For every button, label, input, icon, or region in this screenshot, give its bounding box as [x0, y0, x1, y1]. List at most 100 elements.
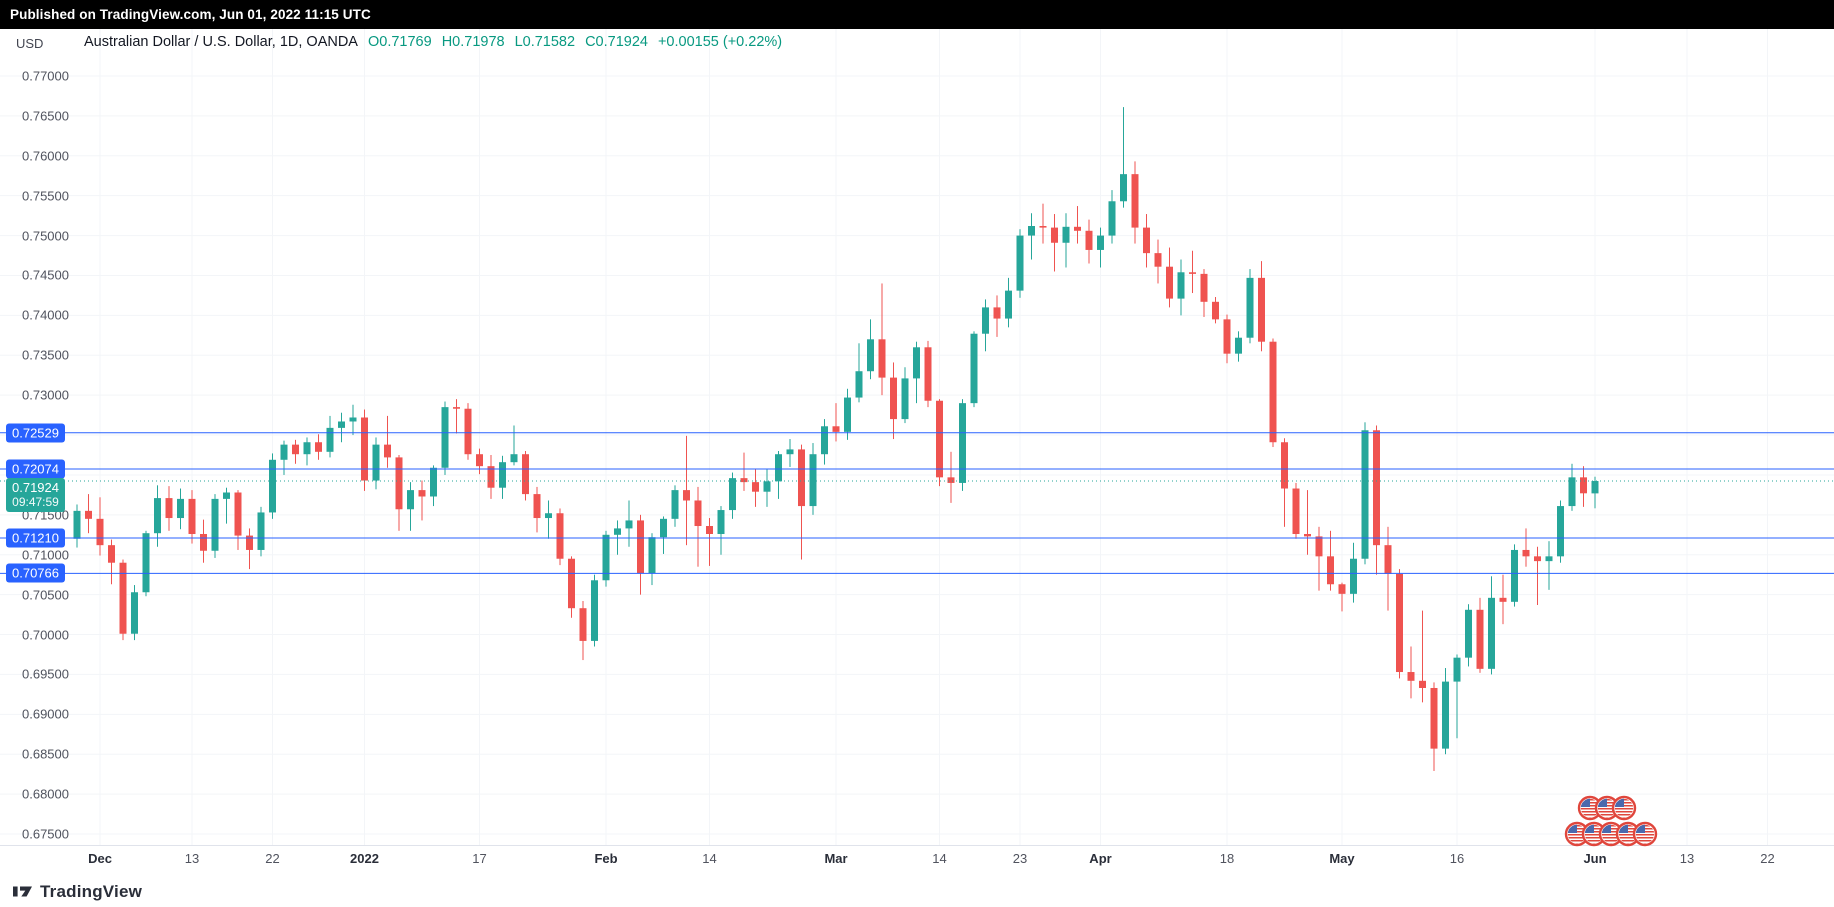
time-tick-label: 16 — [1449, 851, 1465, 866]
candle — [660, 516, 667, 554]
time-tick-label: 18 — [1219, 851, 1235, 866]
candle — [1189, 250, 1196, 294]
time-tick-label: 23 — [1012, 851, 1028, 866]
time-axis[interactable]: Dec 13 22 2022 17 Feb 14 Mar 14 23 Apr 18 May 16 Jun 13… — [0, 849, 1834, 873]
candle — [959, 399, 966, 491]
candle — [510, 425, 518, 466]
candle — [522, 451, 529, 501]
candle — [878, 283, 886, 396]
time-tick-label: 14 — [932, 851, 947, 866]
time-tick-label: 2022 — [350, 851, 379, 866]
candle — [1384, 526, 1392, 611]
candle — [625, 500, 633, 547]
candle — [200, 519, 207, 563]
candle — [108, 539, 115, 585]
ohlc-high-value: H0.71978 — [441, 34, 505, 50]
candle — [637, 514, 644, 595]
candle — [223, 487, 230, 524]
tradingview-logo-icon — [13, 886, 32, 897]
candle — [706, 518, 713, 566]
us-flag-event-marker[interactable] — [1577, 795, 1603, 821]
candle — [809, 443, 817, 515]
candle — [326, 415, 334, 458]
us-flag-event-marker[interactable] — [1564, 821, 1590, 847]
candle — [821, 419, 828, 465]
candle — [1350, 542, 1357, 603]
candle — [395, 455, 403, 531]
candle — [1028, 213, 1035, 260]
candle — [165, 486, 173, 531]
time-tick-label: 14 — [702, 851, 717, 866]
candle — [177, 488, 184, 530]
candle — [1580, 466, 1587, 507]
candle — [73, 504, 81, 548]
candle — [752, 468, 759, 507]
candle — [740, 452, 748, 491]
price-line-badge[interactable]: 0.72529 — [6, 423, 65, 443]
price-scale-currency-label: USD — [16, 36, 44, 51]
price-tick-label: 0.69500 — [22, 666, 69, 682]
candle — [234, 490, 242, 550]
candle — [775, 451, 782, 499]
candle — [1269, 338, 1277, 448]
candle — [188, 490, 196, 544]
candle — [1534, 546, 1541, 606]
candle — [1143, 214, 1150, 268]
candle — [602, 530, 610, 587]
current-price-badge[interactable]: 0.71924 09:47:59 — [6, 478, 65, 512]
candle — [1557, 500, 1564, 563]
price-tick-label: 0.77000 — [22, 68, 69, 84]
candle — [407, 482, 414, 531]
candle — [1223, 314, 1231, 364]
candle — [683, 435, 690, 546]
candle — [292, 439, 299, 464]
candle — [246, 528, 253, 570]
price-tick-label: 0.70500 — [22, 587, 69, 603]
candle — [867, 319, 874, 380]
candle — [372, 437, 380, 490]
price-tick-label: 0.67500 — [22, 826, 69, 842]
candle — [269, 453, 276, 519]
candle — [1488, 576, 1495, 675]
us-flag-event-marker[interactable] — [1581, 821, 1607, 847]
candle — [1166, 247, 1173, 308]
candle — [545, 500, 552, 539]
candle — [786, 439, 794, 467]
candle — [1522, 528, 1530, 567]
candle — [1315, 526, 1323, 591]
candle — [1258, 261, 1265, 352]
bar-close-countdown: 09:47:59 — [12, 495, 59, 509]
price-line-badge[interactable]: 0.72074 — [6, 459, 65, 479]
symbol-title[interactable]: Australian Dollar / U.S. Dollar, 1D, OAN… — [84, 34, 358, 50]
footer-bar: TradingView — [0, 876, 1834, 907]
candle — [96, 497, 104, 556]
candle — [430, 465, 437, 507]
price-line-badge[interactable]: 0.70766 — [6, 563, 65, 583]
time-tick-label: 22 — [1760, 851, 1775, 866]
candle — [970, 331, 978, 408]
candle — [1511, 544, 1518, 607]
us-flag-event-marker[interactable] — [1594, 795, 1620, 821]
candle — [1200, 269, 1208, 317]
price-line-badge[interactable]: 0.71210 — [6, 528, 65, 548]
candle — [1419, 610, 1426, 703]
candle — [154, 485, 161, 547]
candle — [1338, 582, 1346, 612]
published-bar: Published on TradingView.com, Jun 01, 20… — [0, 0, 1834, 29]
candle — [1396, 569, 1403, 679]
event-markers-cluster[interactable] — [1556, 786, 1686, 858]
time-tick-label: Jun — [1583, 851, 1607, 866]
price-tick-label: 0.74000 — [22, 307, 69, 323]
candle — [1545, 541, 1553, 590]
us-flag-event-marker[interactable] — [1611, 795, 1637, 821]
candle — [1465, 604, 1472, 667]
candle — [1120, 107, 1127, 208]
candle — [1292, 482, 1300, 539]
tradingview-brand[interactable]: TradingView — [40, 881, 143, 901]
candle — [453, 399, 460, 434]
price-axis[interactable]: 0.77000 0.76500 0.76000 0.75500 0.75000 0.745… — [0, 0, 80, 845]
candle — [1373, 425, 1380, 575]
us-flag-event-marker[interactable] — [1632, 821, 1658, 847]
